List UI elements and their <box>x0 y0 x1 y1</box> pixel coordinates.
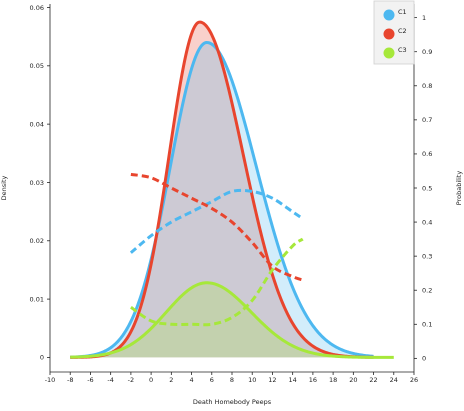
y2-axis-title: Probability <box>455 171 463 206</box>
x-ticks: -10 -8 -6 -4 -2 0 2 4 6 8 10 12 14 16 18 20 22 24 26 <box>45 372 418 384</box>
density-line-c1 <box>70 40 374 359</box>
y2-tick-label: 0.9 <box>422 48 432 56</box>
x-tick-label: -4 <box>107 376 113 384</box>
x-tick-label: 12 <box>268 376 276 384</box>
density-fill-c2 <box>70 22 374 358</box>
x-tick-label: -2 <box>128 376 134 384</box>
y2-tick-label: 0.2 <box>422 287 432 295</box>
axes: -10 -8 -6 -4 -2 0 2 4 6 8 10 12 14 16 18 20 22 24 26 00.01… <box>30 4 433 384</box>
y-axis-title: Density <box>0 175 8 200</box>
y2-tick-label: 0.6 <box>422 150 432 158</box>
x-tick-label: 22 <box>369 376 377 384</box>
y-tick-label: 0.03 <box>30 179 44 187</box>
y2-ticks: 0 0.1 0.2 0.3 0.4 0.5 0.6 0.7 0.8 0.9 1 <box>414 14 432 363</box>
y2-tick-label: 0.5 <box>422 184 432 192</box>
probability-line-c2 <box>130 172 304 282</box>
y2-tick-label: 0.7 <box>422 116 432 124</box>
x-tick-label: 2 <box>169 376 173 384</box>
y-ticks: 0 0.01 0.02 0.03 0.04 0.05 0.06 <box>30 4 50 362</box>
probability-line-c1 <box>129 188 304 254</box>
density-line-c2 <box>70 20 374 359</box>
x-tick-label: 24 <box>390 376 398 384</box>
x-tick-label: 6 <box>210 376 214 384</box>
y-tick-label: 0.05 <box>30 62 44 70</box>
x-tick-label: 8 <box>230 376 234 384</box>
x-tick-label: 20 <box>349 376 357 384</box>
y2-tick-label: 0.1 <box>422 321 432 329</box>
legend-marker-c1 <box>383 9 395 21</box>
y-tick-label: 0.04 <box>30 120 44 128</box>
x-tick-label: 26 <box>410 376 418 384</box>
density-fill-c3 <box>70 282 394 358</box>
legend-label-c3: C3 <box>398 46 407 54</box>
y-tick-label: 0.06 <box>30 4 44 12</box>
probability-line-c3 <box>130 237 304 327</box>
legend-label-c1: C1 <box>398 8 407 16</box>
x-tick-label: 14 <box>289 376 297 384</box>
legend-label-c2: C2 <box>398 27 407 35</box>
y2-tick-label: 0.8 <box>422 82 432 90</box>
y-tick-label: 0.01 <box>30 295 44 303</box>
x-tick-label: -8 <box>67 376 73 384</box>
y2-tick-label: 1 <box>422 14 426 22</box>
x-tick-label: 16 <box>309 376 317 384</box>
legend: C1 C2 C3 <box>373 0 415 65</box>
density-fills <box>70 22 394 358</box>
y-tick-label: 0.02 <box>30 237 44 245</box>
x-tick-label: -6 <box>87 376 93 384</box>
density-fill-c1 <box>70 42 374 358</box>
y2-tick-label: 0 <box>422 355 426 363</box>
x-tick-label: 18 <box>329 376 337 384</box>
series-lines <box>70 20 394 359</box>
x-tick-label: 0 <box>149 376 153 384</box>
y-tick-label: 0 <box>40 354 44 362</box>
legend-marker-c2 <box>383 28 395 40</box>
x-axis-title: Death Homebody Peeps <box>193 398 272 406</box>
y2-tick-label: 0.3 <box>422 252 432 260</box>
legend-marker-c3 <box>383 47 395 59</box>
x-tick-label: -10 <box>45 376 56 384</box>
x-tick-label: 10 <box>248 376 256 384</box>
x-tick-label: 4 <box>189 376 193 384</box>
y2-tick-label: 0.4 <box>422 218 432 226</box>
density-line-c3 <box>70 281 394 359</box>
